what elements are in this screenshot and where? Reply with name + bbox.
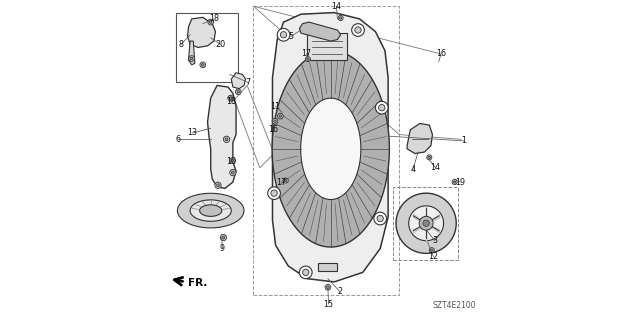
Circle shape [428,156,431,159]
Text: 17: 17 [301,49,312,58]
Circle shape [431,249,433,251]
Circle shape [427,155,432,160]
Circle shape [419,216,433,230]
Text: 4: 4 [410,165,415,174]
Text: SZT4E2100: SZT4E2100 [433,301,476,310]
Circle shape [209,21,212,23]
Circle shape [272,118,278,124]
Text: 16: 16 [268,125,278,134]
Text: 11: 11 [271,101,281,111]
Text: 18: 18 [209,14,219,23]
Text: 16: 16 [436,49,446,58]
Circle shape [338,15,343,20]
Circle shape [230,158,236,163]
Polygon shape [273,12,388,282]
Text: 13: 13 [188,129,198,137]
FancyBboxPatch shape [307,33,347,60]
Circle shape [268,187,280,199]
Circle shape [284,178,289,183]
Circle shape [307,58,309,60]
Circle shape [225,138,228,141]
Circle shape [280,32,287,38]
Circle shape [325,285,331,290]
Polygon shape [301,98,361,199]
Circle shape [231,159,234,162]
Text: 10: 10 [226,157,236,166]
Circle shape [278,113,284,119]
Circle shape [232,171,234,174]
Polygon shape [407,123,433,153]
Circle shape [374,212,387,225]
Text: 19: 19 [455,178,465,187]
Circle shape [208,19,214,25]
Circle shape [202,63,204,66]
Circle shape [222,236,225,239]
Circle shape [200,62,205,68]
Circle shape [223,136,230,143]
Circle shape [220,234,227,241]
Polygon shape [190,200,231,221]
Circle shape [303,269,309,276]
Circle shape [305,57,310,62]
Circle shape [300,266,312,279]
Text: 20: 20 [215,40,225,49]
Polygon shape [200,205,222,216]
Text: 12: 12 [428,252,438,261]
Circle shape [191,57,193,60]
Circle shape [454,181,456,183]
Circle shape [228,95,234,101]
Circle shape [376,101,388,114]
Circle shape [271,190,277,196]
Polygon shape [189,41,195,65]
Circle shape [326,286,329,289]
Text: 17: 17 [276,178,287,187]
Circle shape [274,120,276,122]
Circle shape [215,182,221,189]
Text: 2: 2 [337,287,342,296]
Text: 9: 9 [220,244,225,253]
Polygon shape [231,73,246,89]
Polygon shape [272,51,389,247]
Text: 14: 14 [431,163,440,172]
Text: 5: 5 [288,32,293,41]
Circle shape [355,27,361,33]
Polygon shape [177,193,244,228]
Text: 15: 15 [323,300,333,308]
Polygon shape [207,85,236,189]
Circle shape [236,89,241,95]
Circle shape [351,24,364,36]
Polygon shape [409,206,444,241]
Circle shape [339,17,342,19]
Circle shape [189,56,195,61]
Circle shape [237,91,239,93]
Circle shape [377,215,383,222]
Circle shape [277,28,290,41]
Polygon shape [396,193,456,253]
Text: 3: 3 [432,236,437,245]
Circle shape [216,184,220,187]
Polygon shape [300,22,340,41]
Circle shape [379,104,385,111]
Polygon shape [319,263,337,271]
Circle shape [285,179,287,182]
Circle shape [229,97,232,100]
Text: 8: 8 [179,40,184,49]
Circle shape [230,169,236,176]
Text: FR.: FR. [188,278,207,288]
Text: 18: 18 [226,97,236,106]
Text: 1: 1 [461,137,467,145]
Circle shape [452,180,457,185]
Polygon shape [188,17,216,48]
Circle shape [429,248,435,253]
Text: 14: 14 [332,2,342,11]
Text: 6: 6 [175,135,180,144]
Circle shape [279,115,282,117]
Circle shape [423,220,429,226]
Text: 7: 7 [245,78,250,87]
